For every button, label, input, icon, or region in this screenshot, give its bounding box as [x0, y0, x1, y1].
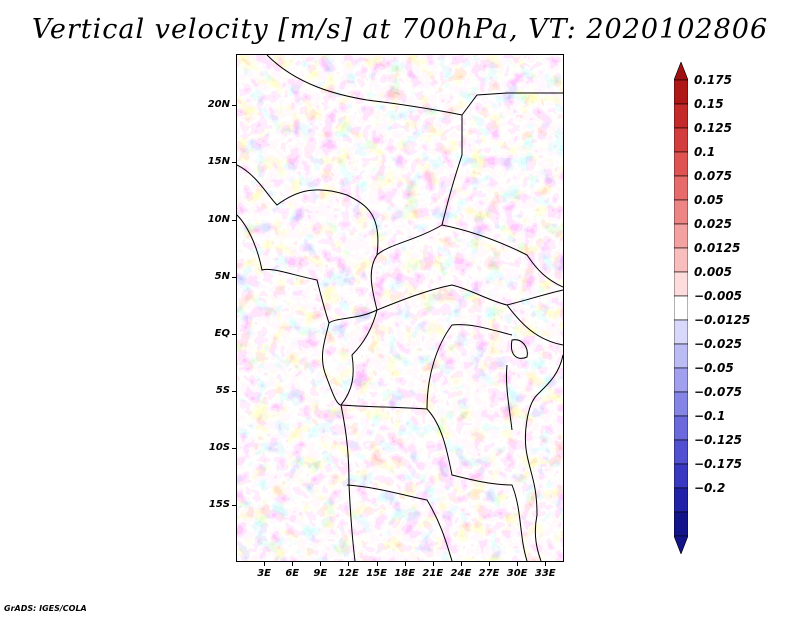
lat-tick	[232, 447, 236, 449]
lat-label: 10N	[207, 213, 230, 225]
lon-tick	[292, 562, 294, 566]
lon-label: 24E	[450, 568, 472, 579]
lon-label: 6E	[285, 568, 300, 579]
lat-label: 5N	[214, 270, 230, 282]
lon-tick	[460, 562, 462, 566]
coastline-east	[524, 354, 563, 561]
lon-label: 33E	[534, 568, 556, 579]
colorbar-segment	[674, 175, 688, 201]
velocity-field	[237, 55, 563, 561]
lat-tick	[232, 390, 236, 392]
colorbar-segment	[674, 79, 688, 105]
colorbar	[674, 62, 688, 554]
grads-credit: GrADS: IGES/COLA	[4, 604, 87, 613]
border-8	[237, 164, 379, 256]
colorbar-label: −0.125	[694, 433, 743, 447]
lat-tick	[232, 504, 236, 506]
colorbar-label: −0.175	[694, 457, 743, 471]
colorbar-segment	[674, 295, 688, 321]
border-10	[340, 309, 378, 406]
colorbar-label: 0.025	[694, 217, 732, 231]
lon-tick	[432, 562, 434, 566]
lat-tick	[232, 276, 236, 278]
lon-label: 9E	[313, 568, 328, 579]
lon-label: 21E	[422, 568, 444, 579]
colorbar-label: 0.1	[694, 145, 716, 159]
lon-label: 15E	[366, 568, 387, 579]
map-title: Vertical velocity [m/s] at 700hPa, VT: 2…	[31, 14, 769, 45]
lon-tick	[376, 562, 378, 566]
colorbar-label: 0.05	[694, 193, 724, 207]
lat-label: 10S	[208, 441, 230, 453]
border-5	[340, 404, 528, 561]
colorbar-label: 0.125	[694, 121, 732, 135]
colorbar-segment	[674, 319, 688, 345]
lat-tick	[232, 219, 236, 221]
colorbar-segment	[674, 463, 688, 489]
border-1	[266, 55, 463, 324]
colorbar-segment	[674, 199, 688, 225]
colorbar-segment	[674, 223, 688, 249]
colorbar-top-arrow	[674, 62, 688, 81]
lake-victoria	[510, 339, 528, 359]
lat-tick	[232, 105, 236, 107]
colorbar-segment	[674, 391, 688, 417]
colorbar-segment	[674, 151, 688, 177]
colorbar-segment	[674, 439, 688, 465]
lat-label: 15S	[208, 498, 230, 510]
border-4	[376, 284, 563, 311]
colorbar-label: −0.05	[694, 361, 734, 375]
border-2	[461, 92, 563, 116]
colorbar-label: 0.0125	[694, 241, 741, 255]
lat-label: EQ	[214, 327, 230, 339]
lat-label: 20N	[207, 99, 230, 111]
country-borders	[237, 55, 563, 561]
lon-label: 18E	[394, 568, 416, 579]
lon-label: 12E	[338, 568, 359, 579]
lon-tick	[517, 562, 519, 566]
lat-tick	[232, 333, 236, 335]
border-9	[506, 304, 563, 346]
lake-tanganyika	[505, 364, 513, 431]
border-7	[346, 484, 453, 561]
colorbar-segment	[674, 271, 688, 297]
colorbar-label: −0.005	[694, 289, 743, 303]
colorbar-label: −0.075	[694, 385, 743, 399]
colorbar-label: −0.1	[694, 409, 726, 423]
colorbar-label: 0.005	[694, 265, 732, 279]
colorbar-bottom-arrow	[674, 535, 688, 554]
lat-tick	[232, 162, 236, 164]
colorbar-segment	[674, 103, 688, 129]
lon-tick	[489, 562, 491, 566]
lat-label: 15N	[207, 156, 230, 168]
lon-tick	[348, 562, 350, 566]
colorbar-segment	[674, 487, 688, 513]
colorbar-segment	[674, 415, 688, 441]
lon-label: 3E	[257, 568, 271, 579]
colorbar-label: −0.2	[694, 481, 726, 495]
colorbar-segment	[674, 367, 688, 393]
lon-label: 27E	[478, 568, 500, 579]
lon-tick	[320, 562, 322, 566]
colorbar-label: −0.025	[694, 337, 743, 351]
lon-tick	[404, 562, 406, 566]
lon-tick	[545, 562, 547, 566]
lon-tick	[264, 562, 266, 566]
lon-label: 30E	[506, 568, 528, 579]
colorbar-segment	[674, 343, 688, 369]
border-6	[426, 324, 513, 410]
border-3	[441, 224, 563, 288]
colorbar-label: 0.075	[694, 169, 732, 183]
colorbar-segment	[674, 127, 688, 153]
colorbar-label: 0.15	[694, 97, 724, 111]
colorbar-label: −0.0125	[694, 313, 751, 327]
vertical-velocity-map	[236, 54, 564, 562]
colorbar-segment	[674, 511, 688, 537]
colorbar-segment	[674, 247, 688, 273]
lat-label: 5S	[215, 384, 230, 396]
colorbar-label: 0.175	[694, 73, 732, 87]
